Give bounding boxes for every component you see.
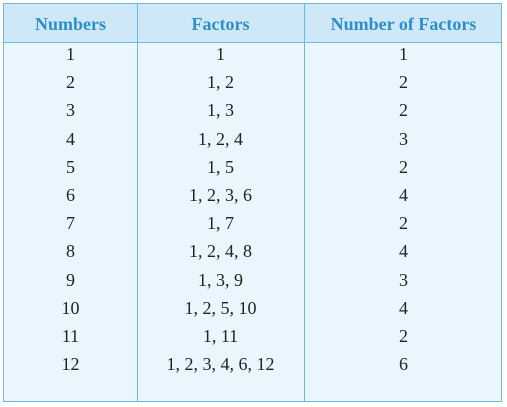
row-factors: 1, 3, 9	[198, 269, 243, 290]
row-factors: 1, 2	[207, 72, 234, 93]
row-number: 4	[66, 128, 75, 149]
row-number: 11	[61, 326, 80, 346]
row-factors: 1, 2, 4	[198, 128, 243, 149]
row-factor-count: 2	[399, 326, 408, 346]
row-factors: 1, 11	[202, 326, 239, 346]
column-divider	[304, 4, 305, 401]
row-number: 3	[66, 100, 75, 121]
header-numbers: Numbers	[35, 14, 106, 34]
row-factor-count: 6	[399, 354, 408, 375]
row-factors: 1	[216, 44, 225, 64]
row-number: 7	[66, 213, 75, 234]
row-factor-count: 2	[399, 72, 408, 93]
row-factors: 1, 2, 4, 8	[189, 241, 252, 262]
row-number: 6	[66, 185, 75, 205]
row-factor-count: 3	[399, 269, 408, 290]
factors-table: Numbers Factors Number of Factors 1 1 1 2 1,…	[3, 3, 502, 402]
header-factors: Factors	[191, 14, 250, 34]
row-number: 9	[66, 269, 75, 290]
row-factor-count: 1	[399, 44, 408, 64]
column-divider	[137, 4, 138, 401]
row-factor-count: 2	[399, 100, 408, 121]
row-number: 10	[61, 297, 80, 318]
row-factors: 1, 2, 3, 4, 6, 12	[166, 354, 275, 375]
row-factor-count: 4	[399, 297, 408, 318]
row-factor-count: 2	[399, 156, 408, 177]
row-number: 1	[66, 44, 75, 64]
row-factors: 1, 7	[207, 213, 234, 234]
row-number: 5	[66, 156, 75, 177]
row-factors: 1, 3	[207, 100, 234, 121]
row-factor-count: 3	[399, 128, 408, 149]
row-number: 8	[66, 241, 75, 262]
row-factor-count: 4	[399, 241, 408, 262]
row-factor-count: 4	[399, 185, 408, 205]
row-factors: 1, 2, 3, 6	[189, 185, 252, 205]
row-factors: 1, 5	[207, 156, 234, 177]
row-number: 2	[66, 72, 75, 93]
table-header	[4, 4, 501, 43]
header-number-of-factors: Number of Factors	[330, 14, 477, 34]
row-factors: 1, 2, 5, 10	[184, 297, 257, 318]
row-number: 12	[61, 354, 80, 375]
row-factor-count: 2	[399, 213, 408, 234]
